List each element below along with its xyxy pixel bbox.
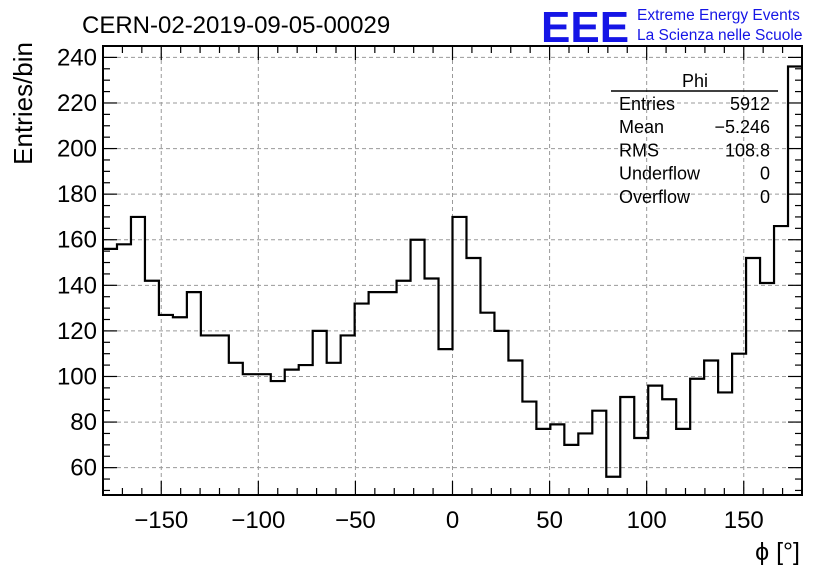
x-axis-label: ϕ [°] xyxy=(755,538,800,566)
histogram-line xyxy=(103,65,802,478)
y-tick-label: 180 xyxy=(57,181,97,208)
y-tick-label: 240 xyxy=(57,44,97,71)
y-tick-label: 140 xyxy=(57,272,97,299)
y-tick-label: 200 xyxy=(57,136,97,163)
x-tick-label: −150 xyxy=(134,507,188,534)
eee-logo-line1: Extreme Energy Events xyxy=(637,7,800,24)
y-tick-label: 80 xyxy=(70,409,97,436)
stats-value: 5912 xyxy=(730,94,770,114)
y-tick-label: 60 xyxy=(70,455,97,482)
stats-label: Overflow xyxy=(619,187,691,207)
eee-logo: EEE Extreme Energy Events La Scienza nel… xyxy=(541,3,802,52)
plot-title: CERN-02-2019-09-05-00029 xyxy=(82,12,390,39)
x-tick-label: −100 xyxy=(231,507,285,534)
x-tick-label: 100 xyxy=(627,507,667,534)
stats-label: RMS xyxy=(619,140,659,160)
x-tick-label: −50 xyxy=(335,507,376,534)
y-axis: 60 80 100 120 140 160 180 200 220 240 xyxy=(57,44,802,492)
stats-label: Mean xyxy=(619,117,664,137)
x-tick-label: 0 xyxy=(446,507,459,534)
y-tick-label: 160 xyxy=(57,227,97,254)
stats-label: Entries xyxy=(619,94,675,114)
eee-logo-line2: La Scienza nelle Scuole xyxy=(637,27,802,44)
stats-title: Phi xyxy=(682,71,708,91)
stats-value: −5.246 xyxy=(714,117,770,137)
x-tick-label: 150 xyxy=(724,507,764,534)
stats-value: 0 xyxy=(760,164,770,184)
y-tick-label: 120 xyxy=(57,318,97,345)
stats-box: Phi Entries 5912 Mean −5.246 RMS 108.8 Underfl… xyxy=(611,71,778,207)
y-tick-label: 100 xyxy=(57,363,97,390)
y-tick-label: 220 xyxy=(57,90,97,117)
y-axis-label: Entries/bin xyxy=(8,42,38,165)
stats-value: 0 xyxy=(760,187,770,207)
stats-label: Underflow xyxy=(619,164,701,184)
stats-value: 108.8 xyxy=(725,140,770,160)
x-tick-label: 50 xyxy=(536,507,563,534)
eee-logo-letters: EEE xyxy=(541,3,629,52)
x-axis: −150 −100 −50 0 50 100 150 xyxy=(102,46,803,534)
